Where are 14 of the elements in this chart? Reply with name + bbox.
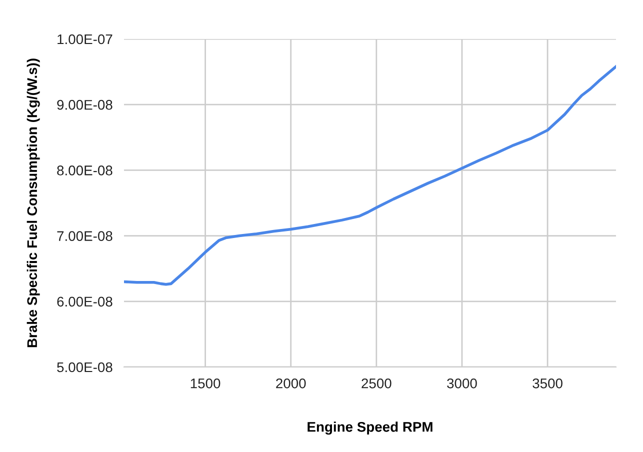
y-tick-label: 6.00E-08 [57,296,112,307]
y-axis-title: Brake Specific Fuel Consumption (Kg/(W.s)) [26,58,40,348]
y-tick-label: 9.00E-08 [57,100,112,110]
x-tick-label: 1500 [190,378,220,388]
x-tick-label: 2000 [276,378,306,388]
x-tick-label: 2500 [362,378,392,388]
y-tick-label: 5.00E-08 [57,362,112,372]
x-tick-label: 3000 [447,378,477,388]
line-series [124,65,616,286]
x-tick-label: 3500 [532,378,562,388]
y-tick-label: 7.00E-08 [57,231,112,241]
y-tick-label: 1.00E-07 [58,34,112,44]
x-axis-title: Engine Speed RPM [308,422,432,435]
y-tick-label: 8.00E-08 [57,166,112,176]
